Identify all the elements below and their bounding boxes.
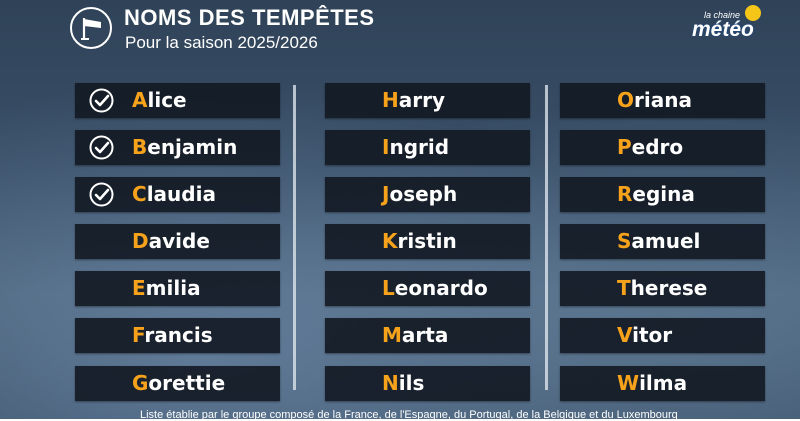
storm-name: Ingrid	[382, 135, 449, 159]
storm-name-row: Claudia	[75, 177, 280, 212]
storm-name: Claudia	[132, 182, 216, 206]
storm-name: Leonardo	[382, 276, 488, 300]
logo-small-text: la chaine	[704, 10, 741, 20]
storm-name-row: Wilma	[560, 366, 765, 401]
storm-name-rest: orettie	[148, 371, 226, 395]
storm-name: Davide	[132, 229, 210, 253]
storm-name-rest: lice	[147, 88, 187, 112]
storm-name-rest: riana	[634, 88, 692, 112]
sun-icon	[745, 5, 761, 21]
storm-name-rest: ristin	[397, 229, 457, 253]
storm-name-initial: P	[617, 135, 632, 159]
check-circle-icon	[89, 182, 114, 207]
storm-name-rest: arry	[398, 88, 446, 112]
storm-name: Kristin	[382, 229, 457, 253]
storm-name-initial: J	[382, 182, 390, 206]
storm-name-initial: I	[382, 135, 390, 159]
storm-name-row: Gorettie	[75, 366, 280, 401]
storm-name: Benjamin	[132, 135, 237, 159]
storm-name-rest: milia	[145, 276, 201, 300]
storm-name-row: Marta	[325, 318, 530, 353]
column-divider	[293, 85, 296, 390]
storm-name-initial: A	[132, 88, 148, 112]
storm-name: Nils	[382, 371, 424, 395]
page-title: NOMS DES TEMPÊTES	[124, 5, 375, 30]
storm-name-rest: laudia	[146, 182, 216, 206]
storm-name-rest: itor	[632, 323, 673, 347]
storm-name-rest: avide	[148, 229, 210, 253]
storm-name-row: Emilia	[75, 271, 280, 306]
storm-name-initial: C	[132, 182, 147, 206]
check-circle-icon	[89, 88, 114, 113]
storm-name-rest: ilma	[639, 371, 688, 395]
storm-name-initial: W	[617, 371, 640, 395]
storm-name-row: Oriana	[560, 83, 765, 118]
storm-name-rest: ngrid	[389, 135, 450, 159]
storm-name: Emilia	[132, 276, 201, 300]
storm-name-initial: V	[617, 323, 633, 347]
storm-name-rest: oseph	[389, 182, 458, 206]
storm-name-initial: K	[382, 229, 398, 253]
storm-name-row: Vitor	[560, 318, 765, 353]
storm-name-initial: S	[617, 229, 632, 253]
storm-name-row: Benjamin	[75, 130, 280, 165]
footnote: Liste établie par le groupe composé de l…	[140, 409, 678, 421]
storm-name-initial: O	[617, 88, 635, 112]
storm-name: Harry	[382, 88, 445, 112]
storm-name-rest: egina	[632, 182, 695, 206]
storm-name-row: Regina	[560, 177, 765, 212]
storm-name-rest: ils	[398, 371, 425, 395]
storm-name: Gorettie	[132, 371, 225, 395]
column-divider	[545, 85, 548, 390]
storm-name-initial: T	[617, 276, 631, 300]
storm-name: Vitor	[617, 323, 672, 347]
storm-name-row: Joseph	[325, 177, 530, 212]
storm-name-row: Therese	[560, 271, 765, 306]
storm-name-rest: rancis	[144, 323, 213, 347]
storm-name-rest: arta	[401, 323, 449, 347]
storm-name: Joseph	[382, 182, 457, 206]
wind-flag-icon	[70, 7, 112, 49]
storm-name-row: Pedro	[560, 130, 765, 165]
storm-name-rest: amuel	[631, 229, 701, 253]
storm-name-initial: R	[617, 182, 633, 206]
storm-name-initial: L	[382, 276, 395, 300]
storm-name-rest: herese	[630, 276, 708, 300]
storm-name-row: Francis	[75, 318, 280, 353]
storm-name: Therese	[617, 276, 707, 300]
storm-name-initial: N	[382, 371, 399, 395]
storm-name: Pedro	[617, 135, 683, 159]
la-chaine-meteo-logo: la chaine météo	[690, 2, 770, 46]
storm-name-initial: F	[132, 323, 145, 347]
storm-name-initial: M	[382, 323, 402, 347]
storm-name-initial: D	[132, 229, 149, 253]
storm-name-row: Davide	[75, 224, 280, 259]
storm-name-row: Nils	[325, 366, 530, 401]
check-circle-icon	[89, 135, 114, 160]
page-subtitle: Pour la saison 2025/2026	[125, 33, 318, 52]
storm-name: Samuel	[617, 229, 700, 253]
storm-name: Marta	[382, 323, 448, 347]
storm-name-row: Kristin	[325, 224, 530, 259]
logo-big-text: météo	[692, 18, 754, 41]
storm-name: Oriana	[617, 88, 692, 112]
storm-name-row: Ingrid	[325, 130, 530, 165]
storm-name-rest: edro	[631, 135, 684, 159]
storm-name-initial: E	[132, 276, 146, 300]
storm-name-row: Alice	[75, 83, 280, 118]
storm-name-row: Leonardo	[325, 271, 530, 306]
storm-name-initial: G	[132, 371, 149, 395]
storm-name-initial: B	[132, 135, 148, 159]
storm-name-row: Harry	[325, 83, 530, 118]
storm-name-rest: eonardo	[394, 276, 488, 300]
storm-name: Alice	[132, 88, 187, 112]
storm-name-rest: enjamin	[147, 135, 238, 159]
storm-name-initial: H	[382, 88, 399, 112]
storm-name: Wilma	[617, 371, 687, 395]
storm-name-row: Samuel	[560, 224, 765, 259]
storm-name: Regina	[617, 182, 695, 206]
storm-name: Francis	[132, 323, 213, 347]
